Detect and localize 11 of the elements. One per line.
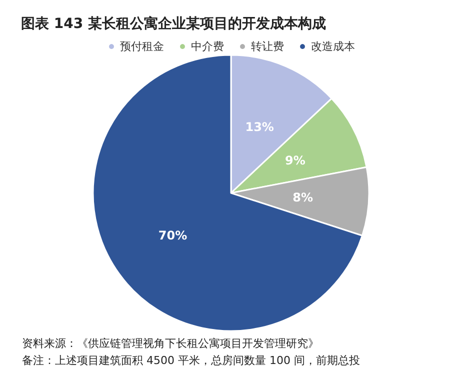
legend-label: 改造成本 [311,40,355,53]
data-label: 70% [158,228,188,242]
data-label: 13% [245,120,274,134]
text: 资料来源：《供应链管理视角下长租公寓项目开发管理研究》 [22,337,319,350]
legend-label: 预付租金 [120,40,164,53]
data-label: 9% [284,153,306,168]
chart-title: 图表 143 某长租公寓企业某项目的开发成本构成 [21,15,326,32]
data-label: 8% [292,190,314,205]
legend-label: 转让费 [251,40,284,53]
text: 备注：上述项目建筑面积 4500 平米，总房间数量 100 间，前期总投 [22,354,360,367]
legend-label: 中介费 [191,40,224,53]
